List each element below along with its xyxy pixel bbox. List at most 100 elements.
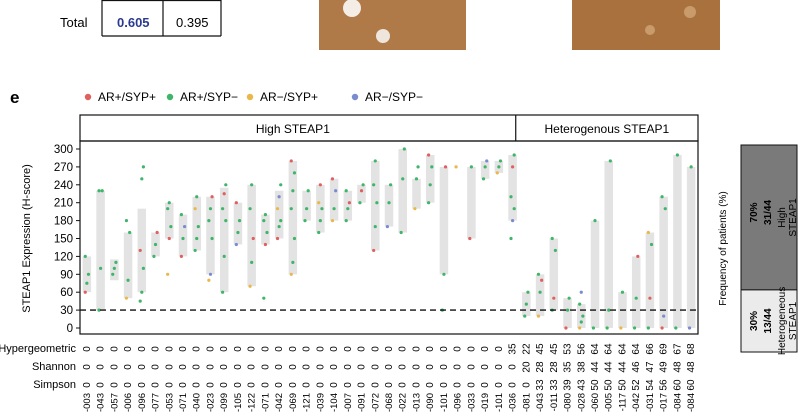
hypergeometric-value: 0	[343, 346, 354, 352]
patient-id-label: -013	[411, 393, 422, 412]
patient-id-label: -105	[233, 393, 244, 412]
range-bar	[439, 166, 449, 275]
data-point	[195, 195, 199, 199]
patient-id-label: -033	[466, 393, 477, 412]
data-point	[262, 219, 266, 223]
data-point	[552, 296, 556, 300]
data-point	[221, 290, 225, 294]
simpson-value: 60	[686, 379, 697, 391]
range-bar	[178, 214, 188, 257]
data-point	[320, 207, 324, 211]
y-tick-label: 210	[54, 198, 73, 210]
data-point	[579, 290, 583, 294]
shannon-value: 46	[631, 361, 642, 373]
data-point	[222, 192, 226, 196]
micrograph-cell	[645, 25, 655, 35]
y-tick-label: 120	[54, 251, 73, 263]
row-label: Simpson	[33, 379, 76, 391]
range-bar	[563, 298, 572, 328]
data-point	[155, 230, 159, 235]
simpson-value: 0	[82, 382, 93, 388]
patient-id-label: -042	[274, 393, 285, 412]
range-bar	[192, 196, 201, 251]
data-point	[83, 290, 87, 294]
data-point	[279, 183, 283, 187]
data-point	[646, 326, 650, 330]
hypergeometric-value: 0	[247, 346, 258, 352]
data-point	[224, 183, 228, 187]
patient-id-label: -071	[260, 393, 271, 412]
simpson-value: 0	[329, 382, 340, 388]
data-point	[330, 219, 335, 223]
frequency-bar: 70% 31/44 30% 13/44 Frequency of patients (%…	[718, 144, 799, 355]
data-point	[344, 189, 348, 193]
legend-marker	[351, 93, 359, 101]
data-point	[99, 266, 103, 270]
y-tick-label: 90	[60, 269, 73, 281]
range-bar	[604, 160, 613, 328]
range-bar	[480, 160, 490, 179]
patient-id-label: -042	[631, 393, 642, 412]
range-bar	[425, 154, 435, 203]
group-label-high: High STEAP1	[256, 122, 330, 136]
data-point	[181, 236, 185, 241]
range-bar	[467, 166, 476, 239]
hypergeometric-value: 0	[439, 346, 450, 352]
simpson-value: 50	[590, 379, 601, 391]
shannon-value: 0	[260, 364, 271, 370]
micrograph-lumen	[376, 29, 390, 43]
data-point	[646, 230, 650, 235]
y-axis-label: STEAP1 Expression (H-score)	[21, 164, 33, 313]
simpson-value: 0	[398, 382, 409, 388]
hypergeometric-value: 0	[288, 346, 299, 352]
data-point	[128, 230, 132, 235]
data-point	[512, 207, 516, 211]
data-point	[510, 165, 515, 169]
simpson-value: 0	[164, 382, 175, 388]
data-point	[234, 201, 238, 205]
data-point	[663, 207, 667, 211]
simpson-value: 0	[96, 382, 107, 388]
shannon-value: 0	[233, 364, 244, 370]
data-point	[443, 165, 448, 169]
patient-id-label: -039	[315, 393, 326, 412]
range-bar	[631, 256, 641, 328]
range-bar	[316, 184, 325, 233]
shannon-value: 0	[219, 364, 230, 370]
simpson-value: 0	[425, 382, 436, 388]
patient-id-label: -101	[439, 393, 450, 412]
data-point	[222, 254, 226, 258]
data-point	[608, 159, 612, 163]
hypergeometric-value: 0	[384, 346, 395, 352]
data-point	[179, 213, 183, 217]
data-point	[275, 236, 280, 241]
patient-id-label: -072	[370, 393, 381, 412]
simpson-value: 0	[233, 382, 244, 388]
simpson-value: 52	[631, 379, 642, 391]
hypergeometric-value: 35	[508, 343, 519, 355]
hypergeometric-value: 64	[604, 343, 615, 355]
data-point	[138, 299, 142, 303]
legend-marker	[246, 93, 254, 101]
bar-y-label: Frequency of patients (%)	[718, 191, 729, 306]
data-point	[373, 224, 377, 229]
range-bar	[590, 220, 600, 328]
patient-id-label: -003	[82, 393, 93, 412]
data-point	[469, 165, 473, 169]
scatter-plot: High STEAP1 Heterogenous STEAP1 0 30 60 90 120…	[0, 114, 699, 412]
data-point	[634, 296, 638, 300]
hypergeometric-value: 0	[96, 346, 107, 352]
data-point	[591, 326, 596, 330]
hypergeometric-value: 64	[590, 343, 601, 355]
patient-id-label: -104	[329, 393, 340, 412]
data-point	[124, 219, 129, 223]
data-point	[138, 248, 142, 253]
legend-label: AR−/SYP−	[365, 90, 423, 104]
data-point	[607, 308, 611, 312]
shannon-value: 0	[288, 364, 299, 370]
data-point	[318, 183, 322, 187]
data-point	[481, 177, 486, 181]
patient-id-label: -005	[604, 393, 615, 412]
data-point	[359, 189, 364, 193]
